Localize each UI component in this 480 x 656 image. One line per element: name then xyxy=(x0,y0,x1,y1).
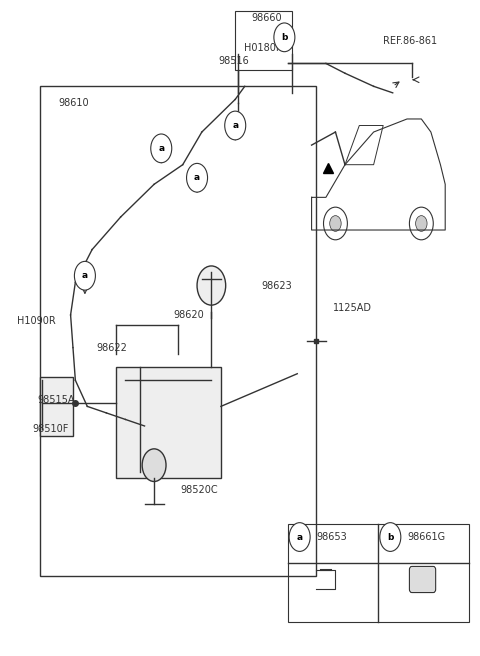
Circle shape xyxy=(74,261,96,290)
Text: REF.86-861: REF.86-861 xyxy=(383,35,437,45)
Text: 98661G: 98661G xyxy=(407,532,445,542)
Text: b: b xyxy=(387,533,394,542)
Bar xyxy=(116,367,221,478)
Bar xyxy=(39,87,316,576)
Text: b: b xyxy=(281,33,288,42)
Text: H1090R: H1090R xyxy=(17,316,55,327)
Text: 98515A: 98515A xyxy=(37,395,75,405)
Circle shape xyxy=(289,523,310,552)
Text: 98623: 98623 xyxy=(262,281,292,291)
Bar xyxy=(235,11,292,70)
Text: a: a xyxy=(158,144,164,153)
Text: a: a xyxy=(297,533,303,542)
Circle shape xyxy=(380,523,401,552)
Text: 98622: 98622 xyxy=(97,342,128,352)
Bar xyxy=(39,377,73,436)
Circle shape xyxy=(330,216,341,232)
Text: a: a xyxy=(194,173,200,182)
Text: H0180R: H0180R xyxy=(244,43,283,53)
Text: 98516: 98516 xyxy=(218,56,249,66)
Circle shape xyxy=(409,207,433,240)
Text: 98660: 98660 xyxy=(251,12,282,23)
Text: 98520C: 98520C xyxy=(180,485,218,495)
Text: 98620: 98620 xyxy=(173,310,204,320)
Circle shape xyxy=(151,134,172,163)
Bar xyxy=(288,524,469,622)
Circle shape xyxy=(187,163,207,192)
Circle shape xyxy=(416,216,427,232)
Circle shape xyxy=(324,207,348,240)
Circle shape xyxy=(274,23,295,52)
Circle shape xyxy=(197,266,226,305)
Circle shape xyxy=(142,449,166,482)
Text: 1125AD: 1125AD xyxy=(333,304,372,314)
Text: 98610: 98610 xyxy=(59,98,89,108)
Text: 98653: 98653 xyxy=(316,532,347,542)
Text: 98510F: 98510F xyxy=(33,424,69,434)
Circle shape xyxy=(225,111,246,140)
Text: a: a xyxy=(232,121,238,130)
Text: a: a xyxy=(82,271,88,280)
FancyBboxPatch shape xyxy=(409,566,436,592)
